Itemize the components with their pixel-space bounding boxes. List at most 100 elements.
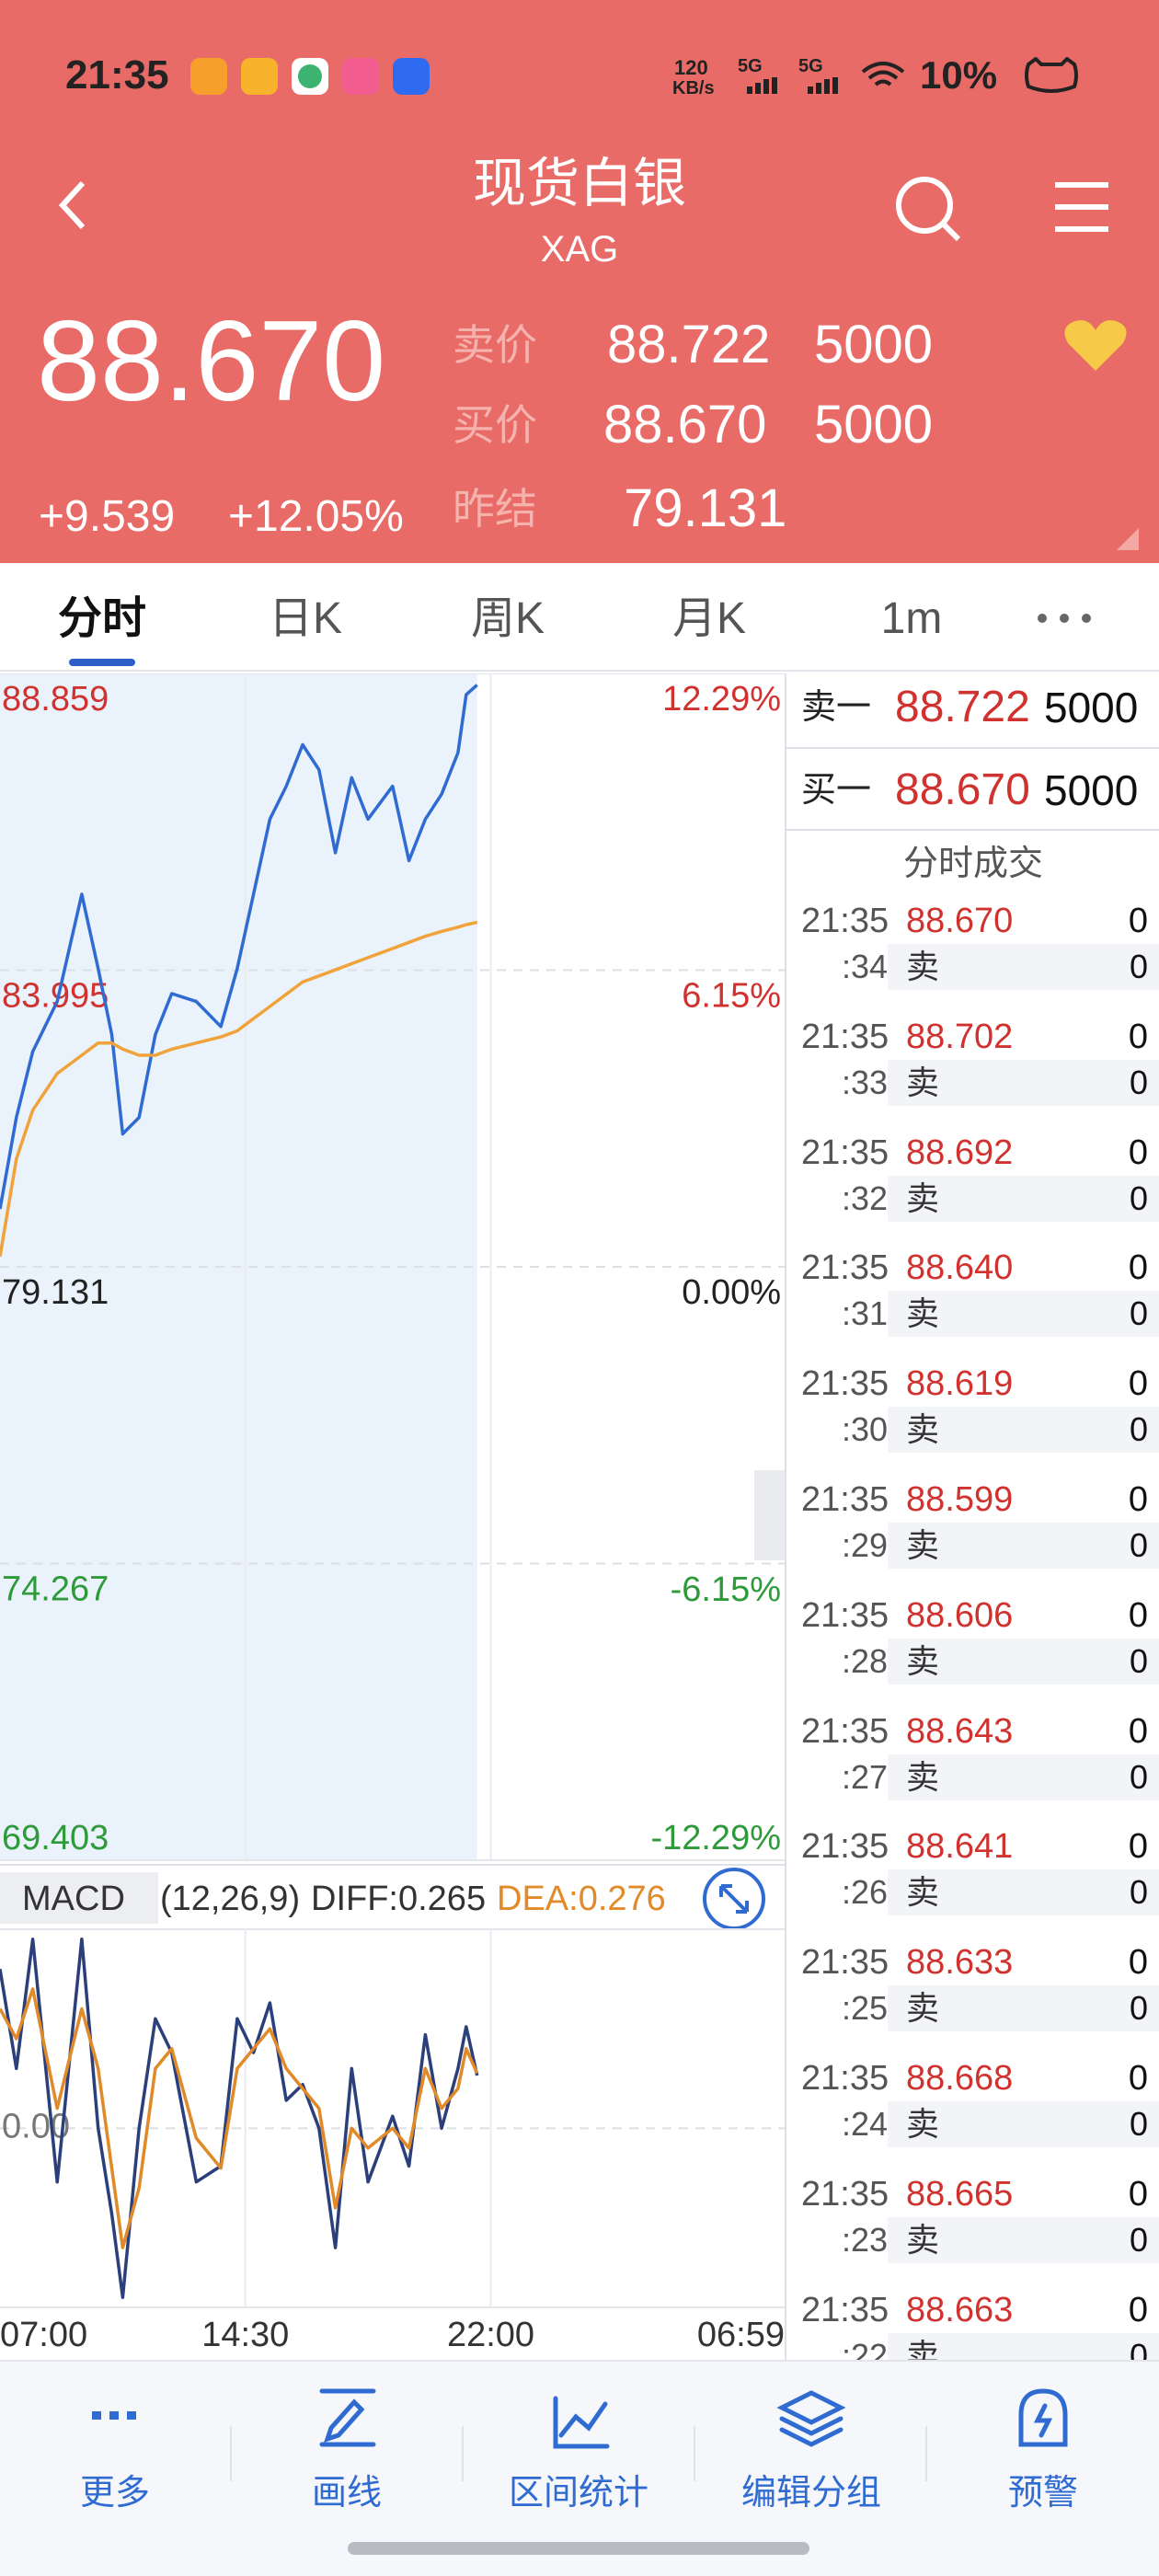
trade-amount: 0 xyxy=(1128,1827,1148,1867)
y2-tick-label: -12.29% xyxy=(650,1819,781,1857)
more-tabs[interactable] xyxy=(1035,611,1094,626)
trade-row-bg xyxy=(888,1869,1159,1916)
trade-time: 21:35 xyxy=(801,1827,889,1867)
nav-label[interactable]: 区间统计 xyxy=(508,2474,649,2513)
trade-price: 88.619 xyxy=(906,1364,1014,1404)
quote-label: 卖价 xyxy=(453,321,537,369)
trade-price: 88.665 xyxy=(906,2174,1014,2214)
trade-price: 88.692 xyxy=(906,1133,1014,1172)
trade-second: :22 xyxy=(842,2336,889,2360)
tab[interactable]: 1m xyxy=(880,594,943,643)
trade-time: 21:35 xyxy=(801,1248,889,1288)
trade-amount: 0 xyxy=(1128,2059,1148,2098)
trade-side: 卖 xyxy=(906,2220,940,2259)
trade-time: 21:35 xyxy=(801,2290,889,2329)
series-line xyxy=(0,920,478,1258)
y-tick-label: 69.403 xyxy=(2,1819,109,1857)
trade-side: 卖 xyxy=(906,1989,940,2028)
trade-row-bg xyxy=(888,1754,1159,1800)
quote-volume: 5000 xyxy=(814,315,934,374)
trade-amount: 0 xyxy=(1128,2174,1148,2214)
trade-second: :31 xyxy=(842,1294,889,1333)
indicator-selector[interactable] xyxy=(0,1872,158,1924)
series-line xyxy=(0,684,478,1210)
tab[interactable]: 日K xyxy=(268,594,343,643)
side-handle[interactable] xyxy=(754,1470,785,1560)
quote-price: 79.131 xyxy=(624,478,787,538)
trade-price: 88.599 xyxy=(906,1480,1014,1519)
trade-second: :24 xyxy=(842,2105,889,2143)
menu-button[interactable] xyxy=(1053,179,1110,235)
quote-volume: 5000 xyxy=(814,395,934,454)
trade-second: :25 xyxy=(842,1989,889,2028)
trade-amount: 0 xyxy=(1128,1364,1148,1404)
favorite-button[interactable] xyxy=(1062,317,1129,374)
trade-count: 0 xyxy=(1129,1526,1148,1564)
x-tick-label: 22:00 xyxy=(447,2316,534,2354)
net-unit: KB/s xyxy=(672,78,715,98)
back-button[interactable] xyxy=(55,179,92,235)
trade-amount: 0 xyxy=(1128,1017,1148,1056)
divider xyxy=(786,747,1159,749)
macd-chart: 07:00 14:30 22:00 06:59 0.00 xyxy=(0,1928,785,2354)
diff-label: DIFF:0.265 xyxy=(311,1880,487,1918)
trade-time: 21:35 xyxy=(801,1943,889,1983)
trade-side: 卖 xyxy=(906,1641,940,1680)
x-tick-label: 07:00 xyxy=(0,2316,87,2354)
trade-time: 21:35 xyxy=(801,1133,889,1172)
trade-amount: 0 xyxy=(1128,1943,1148,1983)
y2-tick-label: -6.15% xyxy=(671,1570,781,1609)
trade-second: :27 xyxy=(842,1757,889,1796)
trade-side: 卖 xyxy=(906,1873,940,1912)
divider xyxy=(0,1864,785,1866)
trade-amount: 0 xyxy=(1128,1248,1148,1288)
trade-row-bg xyxy=(888,1059,1159,1106)
battery: 10% xyxy=(920,53,998,97)
indicator-name: MACD xyxy=(22,1880,125,1918)
nav-label[interactable]: 更多 xyxy=(79,2474,151,2513)
divider xyxy=(0,670,1159,672)
trade-count: 0 xyxy=(1129,948,1148,985)
tab[interactable]: 月K xyxy=(671,594,747,643)
trade-side: 卖 xyxy=(906,1410,940,1449)
search-button[interactable] xyxy=(892,173,966,247)
trade-second: :29 xyxy=(842,1526,889,1564)
bottom-nav: 更多 画线 区间统计 编辑分组 预警 xyxy=(0,2360,1159,2576)
y-tick-label: 79.131 xyxy=(2,1273,109,1312)
trade-count: 0 xyxy=(1129,1873,1148,1912)
tab[interactable]: 分时 xyxy=(57,594,147,643)
trade-row-bg xyxy=(888,1523,1159,1569)
trade-price: 88.668 xyxy=(906,2059,1014,2098)
trade-second: :30 xyxy=(842,1410,889,1449)
trade-count: 0 xyxy=(1129,1294,1148,1333)
y2-tick-label: 12.29% xyxy=(662,680,781,719)
trade-price: 88.670 xyxy=(906,902,1014,940)
nav-label[interactable]: 画线 xyxy=(311,2474,383,2513)
tab[interactable]: 周K xyxy=(470,594,545,643)
app-icons xyxy=(190,58,430,95)
series-line xyxy=(0,1987,479,2249)
trade-side: 卖 xyxy=(906,948,940,985)
order-volume: 5000 xyxy=(1044,684,1139,731)
trade-side: 卖 xyxy=(906,1526,940,1564)
trade-side: 卖 xyxy=(906,2336,940,2360)
order-label: 卖一 xyxy=(801,688,872,727)
trade-time: 21:35 xyxy=(801,1595,889,1635)
trade-price: 88.640 xyxy=(906,1248,1014,1288)
nav-label[interactable]: 编辑分组 xyxy=(740,2474,882,2513)
battery-icon xyxy=(1025,57,1078,93)
last-price: 88.670 xyxy=(37,298,386,425)
nav-label[interactable]: 预警 xyxy=(1007,2474,1079,2513)
trade-count: 0 xyxy=(1129,1410,1148,1449)
status-time: 21:35 xyxy=(65,52,169,98)
order-label: 买一 xyxy=(801,771,872,810)
trade-second: :28 xyxy=(842,1641,889,1680)
trade-time: 21:35 xyxy=(801,1480,889,1519)
page-title: 现货白银 xyxy=(472,154,687,213)
trade-amount: 0 xyxy=(1128,902,1148,940)
trade-amount: 0 xyxy=(1128,1595,1148,1635)
trade-time: 21:35 xyxy=(801,1711,889,1751)
trade-count: 0 xyxy=(1129,1641,1148,1680)
divider xyxy=(786,829,1159,831)
tab-indicator xyxy=(69,659,135,666)
